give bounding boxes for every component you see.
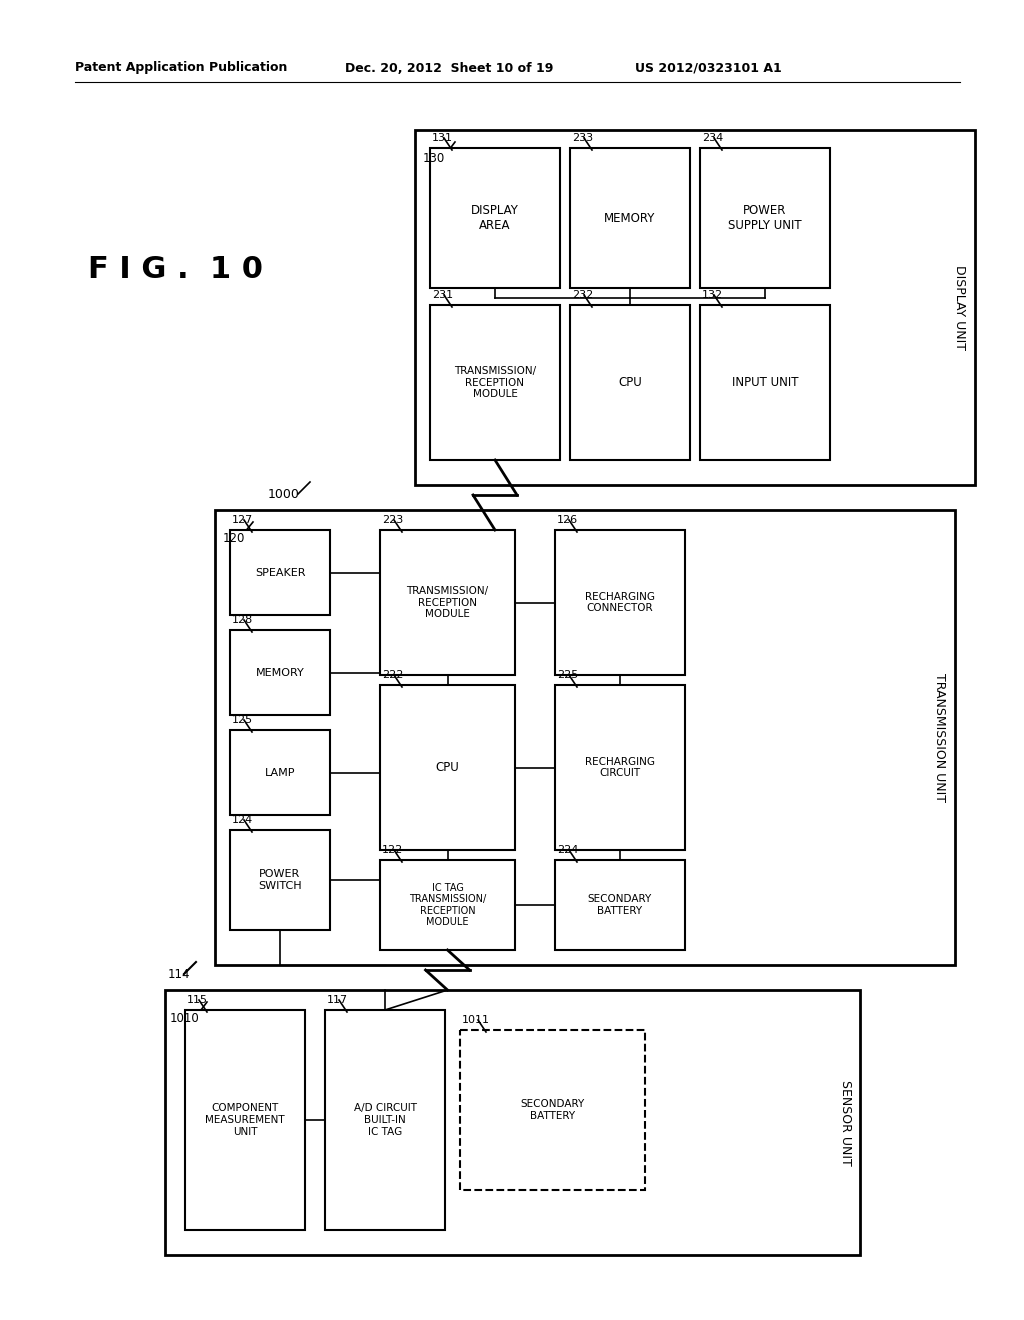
Text: CPU: CPU [435, 762, 460, 774]
Text: 127: 127 [232, 515, 253, 525]
Text: 117: 117 [327, 995, 348, 1005]
Text: MEMORY: MEMORY [604, 211, 655, 224]
Text: 231: 231 [432, 290, 454, 300]
FancyBboxPatch shape [230, 730, 330, 814]
Text: SENSOR UNIT: SENSOR UNIT [839, 1080, 852, 1166]
Text: RECHARGING
CIRCUIT: RECHARGING CIRCUIT [585, 756, 655, 779]
FancyBboxPatch shape [165, 990, 860, 1255]
FancyBboxPatch shape [415, 129, 975, 484]
FancyBboxPatch shape [700, 148, 830, 288]
Text: 114: 114 [168, 968, 190, 981]
Text: 122: 122 [382, 845, 403, 855]
Text: 128: 128 [232, 615, 253, 624]
Text: 225: 225 [557, 671, 579, 680]
Text: 232: 232 [572, 290, 593, 300]
Text: IC TAG
TRANSMISSION/
RECEPTION
MODULE: IC TAG TRANSMISSION/ RECEPTION MODULE [409, 883, 486, 928]
Text: 223: 223 [382, 515, 403, 525]
Text: MEMORY: MEMORY [256, 668, 304, 677]
Text: US 2012/0323101 A1: US 2012/0323101 A1 [635, 62, 781, 74]
Text: INPUT UNIT: INPUT UNIT [732, 376, 799, 389]
Text: 115: 115 [187, 995, 208, 1005]
Text: 1010: 1010 [170, 1011, 200, 1024]
Text: Patent Application Publication: Patent Application Publication [75, 62, 288, 74]
Text: SPEAKER: SPEAKER [255, 568, 305, 578]
Text: CPU: CPU [618, 376, 642, 389]
Text: Dec. 20, 2012  Sheet 10 of 19: Dec. 20, 2012 Sheet 10 of 19 [345, 62, 553, 74]
FancyBboxPatch shape [460, 1030, 645, 1191]
Text: 1011: 1011 [462, 1015, 490, 1026]
Text: 132: 132 [702, 290, 723, 300]
FancyBboxPatch shape [555, 531, 685, 675]
Text: 125: 125 [232, 715, 253, 725]
Text: TRANSMISSION/
RECEPTION
MODULE: TRANSMISSION/ RECEPTION MODULE [454, 366, 536, 399]
FancyBboxPatch shape [380, 861, 515, 950]
Text: 130: 130 [423, 152, 445, 165]
Text: F I G .  1 0: F I G . 1 0 [87, 256, 262, 285]
FancyBboxPatch shape [430, 305, 560, 459]
Text: 224: 224 [557, 845, 579, 855]
Text: 1000: 1000 [268, 487, 300, 500]
FancyBboxPatch shape [555, 861, 685, 950]
Text: COMPONENT
MEASUREMENT
UNIT: COMPONENT MEASUREMENT UNIT [205, 1104, 285, 1137]
Text: 124: 124 [232, 814, 253, 825]
FancyBboxPatch shape [230, 830, 330, 931]
FancyBboxPatch shape [380, 531, 515, 675]
Text: 233: 233 [572, 133, 593, 143]
FancyBboxPatch shape [380, 685, 515, 850]
FancyBboxPatch shape [215, 510, 955, 965]
Text: SECONDARY
BATTERY: SECONDARY BATTERY [588, 894, 652, 916]
Text: POWER
SUPPLY UNIT: POWER SUPPLY UNIT [728, 205, 802, 232]
Text: 234: 234 [702, 133, 723, 143]
Text: SECONDARY
BATTERY: SECONDARY BATTERY [520, 1100, 585, 1121]
Text: LAMP: LAMP [265, 767, 295, 777]
FancyBboxPatch shape [325, 1010, 445, 1230]
Text: RECHARGING
CONNECTOR: RECHARGING CONNECTOR [585, 591, 655, 614]
Text: TRANSMISSION UNIT: TRANSMISSION UNIT [934, 673, 946, 803]
FancyBboxPatch shape [570, 148, 690, 288]
Text: DISPLAY
AREA: DISPLAY AREA [471, 205, 519, 232]
FancyBboxPatch shape [430, 148, 560, 288]
Text: A/D CIRCUIT
BUILT-IN
IC TAG: A/D CIRCUIT BUILT-IN IC TAG [353, 1104, 417, 1137]
Text: 126: 126 [557, 515, 579, 525]
FancyBboxPatch shape [185, 1010, 305, 1230]
Text: POWER
SWITCH: POWER SWITCH [258, 869, 302, 891]
Text: TRANSMISSION/
RECEPTION
MODULE: TRANSMISSION/ RECEPTION MODULE [407, 586, 488, 619]
Text: DISPLAY UNIT: DISPLAY UNIT [953, 265, 967, 350]
Text: 131: 131 [432, 133, 453, 143]
Text: 222: 222 [382, 671, 403, 680]
FancyBboxPatch shape [570, 305, 690, 459]
Text: 120: 120 [223, 532, 246, 544]
FancyBboxPatch shape [230, 531, 330, 615]
FancyBboxPatch shape [700, 305, 830, 459]
FancyBboxPatch shape [555, 685, 685, 850]
FancyBboxPatch shape [230, 630, 330, 715]
